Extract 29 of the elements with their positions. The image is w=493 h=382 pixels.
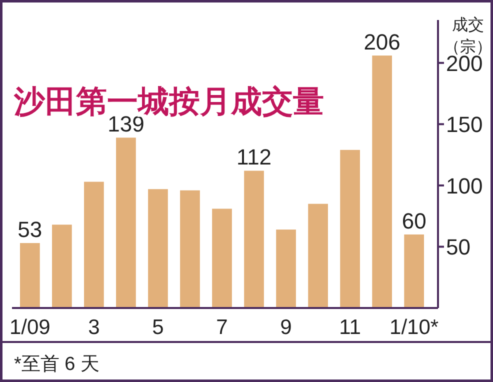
bar (212, 208, 232, 308)
bar (116, 138, 136, 308)
data-label: 112 (236, 144, 272, 170)
text: *至首 6 天 (14, 354, 100, 375)
bar (84, 182, 104, 308)
x-tick-label: 1/10* (390, 316, 439, 339)
y-tick-label: 100 (446, 173, 483, 198)
y-axis-title: 成交（宗） (444, 16, 492, 56)
data-label: 53 (18, 217, 42, 242)
bar (244, 170, 264, 308)
x-tick-label: 3 (88, 316, 100, 339)
bar (372, 56, 392, 308)
bar (308, 204, 328, 308)
bar (52, 224, 72, 308)
x-tick-label: 11 (339, 316, 361, 339)
x-tick-label: 7 (216, 316, 228, 339)
bar (148, 189, 168, 308)
bar (404, 234, 424, 308)
bar (340, 150, 360, 308)
x-tick-label: 1/09 (9, 316, 50, 339)
bar (20, 243, 40, 308)
bar (180, 190, 200, 308)
y-tick-label: 150 (446, 112, 483, 138)
x-tick-label: 9 (280, 316, 292, 339)
bar (276, 230, 296, 308)
data-label: 206 (364, 30, 400, 55)
data-label: 60 (402, 208, 426, 234)
x-tick-label: 5 (152, 316, 164, 339)
y-tick-label: 50 (446, 234, 470, 260)
